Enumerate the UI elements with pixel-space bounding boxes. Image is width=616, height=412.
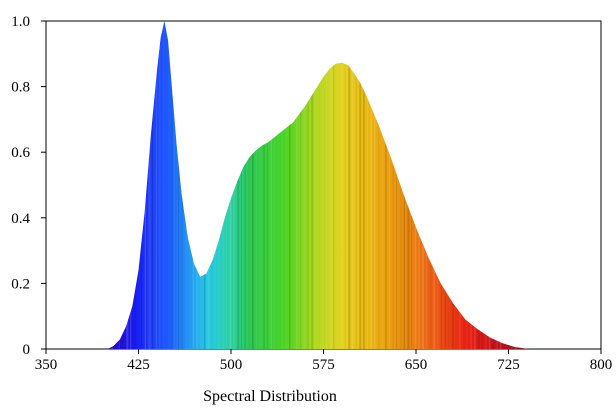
spectrum-stripe	[330, 21, 332, 349]
y-tick-label: 1.0	[11, 14, 30, 30]
x-tick-label: 350	[35, 357, 58, 373]
spectrum-stripe	[160, 21, 161, 349]
y-tick-label: 0	[23, 342, 31, 358]
x-tick-label: 575	[312, 357, 335, 373]
spectrum-stripe	[345, 21, 346, 349]
x-tick-label: 650	[405, 357, 428, 373]
spectrum-stripe	[333, 21, 334, 349]
y-tick-label: 0.6	[11, 145, 30, 161]
x-axis-label: Spectral Distribution	[0, 388, 540, 406]
x-tick-label: 500	[220, 357, 243, 373]
y-tick-label: 0.2	[11, 276, 30, 292]
y-tick-label: 0.4	[11, 211, 30, 227]
spectrum-stripe	[341, 21, 343, 349]
y-tick-label: 0.8	[11, 80, 30, 96]
spectrum-stripe	[337, 21, 339, 349]
spectrum-stripe	[163, 21, 164, 349]
spectrum-stripe	[348, 21, 350, 349]
spectrum-stripe	[167, 21, 168, 349]
x-tick-label: 800	[590, 357, 613, 373]
x-tick-label: 725	[497, 357, 520, 373]
x-tick-label: 425	[127, 357, 150, 373]
